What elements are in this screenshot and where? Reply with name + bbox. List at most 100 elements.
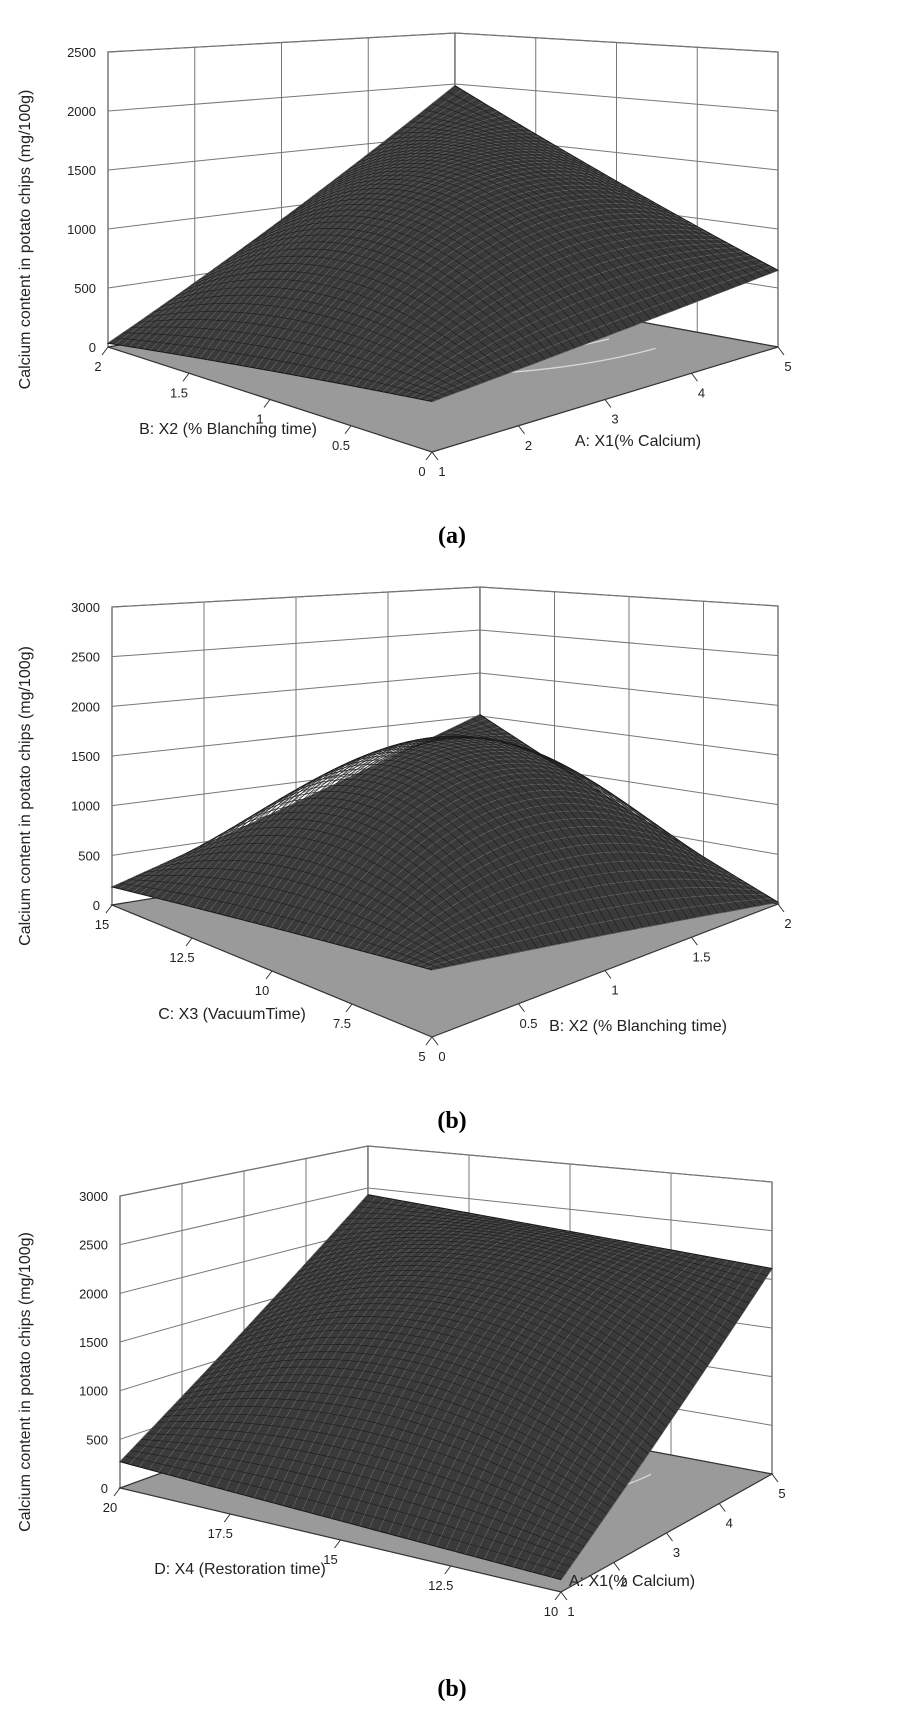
surface-mesh-line xyxy=(308,1244,722,1346)
x-tick-label: 2 xyxy=(784,916,791,931)
x-tick-label: 3 xyxy=(611,412,618,427)
y-tick-label: 1 xyxy=(256,412,263,427)
y-tick-label: 2 xyxy=(94,359,101,374)
x-tick-mark xyxy=(518,1003,525,1013)
surface-mesh-line xyxy=(191,819,508,955)
x-tick-mark xyxy=(604,970,612,979)
y-tick-label: 17.5 xyxy=(208,1526,233,1541)
surface-mesh-line xyxy=(239,779,553,946)
x-tick-mark xyxy=(431,451,439,461)
x-tick-mark xyxy=(777,346,785,356)
surface-mesh-line xyxy=(190,263,515,371)
surface-mesh-line xyxy=(152,1427,589,1541)
surface-mesh-line xyxy=(151,859,470,963)
y-tick-label: 12.5 xyxy=(169,950,194,965)
y-tick-label: 20 xyxy=(103,1500,117,1515)
surface-mesh-line xyxy=(447,91,771,274)
surface-mesh-line xyxy=(251,209,576,349)
surface-mesh-line xyxy=(243,1303,667,1428)
surface-mesh-line xyxy=(326,163,651,320)
surface-mesh-line xyxy=(296,179,621,331)
surface-mesh-line xyxy=(311,170,636,326)
surface-mesh-line xyxy=(223,791,538,949)
wall-gridline-z xyxy=(111,672,779,707)
surface-mesh-line xyxy=(190,1374,621,1495)
surface-mesh-line xyxy=(402,127,726,291)
x-tick-mark xyxy=(771,1473,779,1483)
surface-mesh-line xyxy=(206,1351,635,1475)
x-tick-label: 2 xyxy=(525,438,532,453)
surface-mesh-line xyxy=(266,198,591,343)
surface-mesh-line xyxy=(303,1247,718,1353)
y-tick-label: 0 xyxy=(418,464,425,479)
surface-mesh-line xyxy=(424,109,749,283)
x-tick-label: 1 xyxy=(438,464,445,479)
surface-mesh-line xyxy=(359,735,666,924)
y-tick-label: 12.5 xyxy=(428,1578,453,1593)
x-axis-title: A: X1(% Calcium) xyxy=(569,1573,695,1590)
surface-mesh-line xyxy=(439,97,764,277)
x-tick-label: 5 xyxy=(784,359,791,374)
surface-mesh-line xyxy=(343,736,651,927)
surface-mesh-line xyxy=(254,1291,676,1414)
caption-b: (b) xyxy=(437,1108,467,1134)
z-tick-label: 3000 xyxy=(79,1189,108,1204)
surface-mesh-line xyxy=(319,741,628,931)
y-tick-mark xyxy=(182,372,190,382)
y-axis-title: B: X2 (% Blanching time) xyxy=(139,421,317,438)
x-tick-mark xyxy=(666,1532,673,1542)
surface-mesh-line xyxy=(287,1260,704,1373)
z-tick-label: 2000 xyxy=(79,1286,108,1301)
surface-mesh-line xyxy=(319,1236,731,1332)
surface-mesh-line xyxy=(159,851,478,961)
surface-mesh-line xyxy=(127,879,448,967)
y-tick-mark xyxy=(344,425,352,435)
y-tick-mark xyxy=(444,1565,452,1575)
y-tick-mark xyxy=(345,1003,353,1013)
y-tick-mark xyxy=(113,1487,121,1497)
z-tick-label: 0 xyxy=(89,340,96,355)
surface-mesh-line xyxy=(292,1256,708,1366)
surface-mesh-line xyxy=(163,1413,598,1528)
surface-mesh-line xyxy=(334,159,658,317)
surface-mesh-line xyxy=(227,1322,653,1448)
surface-mesh-line xyxy=(141,1438,580,1554)
surface-mesh-line xyxy=(136,1444,575,1561)
z-tick-label: 1000 xyxy=(71,799,100,814)
surface-mesh-line xyxy=(115,337,440,399)
surface-mesh-line xyxy=(146,1433,585,1548)
surface-mesh-line xyxy=(295,748,606,935)
surface-mesh-line xyxy=(356,149,681,309)
surface-mesh-line xyxy=(346,1218,754,1297)
z-tick-label: 1000 xyxy=(79,1384,108,1399)
x-tick-label: 1 xyxy=(611,983,618,998)
surface-mesh-line xyxy=(123,332,448,397)
x-tick-label: 5 xyxy=(778,1486,785,1501)
wall-gridline-z xyxy=(119,1145,773,1197)
surface-mesh-line xyxy=(205,248,530,366)
x-tick-mark xyxy=(518,425,525,435)
z-tick-label: 2500 xyxy=(67,45,96,60)
y-tick-label: 5 xyxy=(418,1049,425,1064)
surface-mesh-line xyxy=(233,1316,658,1441)
x-tick-mark xyxy=(718,1503,726,1512)
surface-plot-b-svg: 0 500 1000 1500 2000 2500 3000 0 0.5 1 1.5 2 5 7.5 10 1… xyxy=(17,586,792,1064)
surface-mesh-line xyxy=(135,874,455,966)
surface-mesh-line xyxy=(211,1344,640,1468)
y-axis-title: D: X4 (Restoration time) xyxy=(154,1561,326,1578)
surface-mesh-line xyxy=(303,174,628,329)
z-tick-label: 1500 xyxy=(71,749,100,764)
y-tick-mark xyxy=(101,346,109,356)
surface-mesh-line xyxy=(213,241,538,363)
y-tick-mark xyxy=(265,970,273,980)
y-tick-label: 15 xyxy=(323,1552,337,1567)
surface-mesh-line xyxy=(276,1270,695,1387)
y-tick-label: 15 xyxy=(95,917,109,932)
surface-mesh-line xyxy=(175,834,493,958)
z-axis-title: Calcium content in potato chips (mg/100g… xyxy=(17,646,34,946)
surface-mesh-line xyxy=(143,867,463,964)
surface-mesh-line xyxy=(383,735,688,920)
wall-gridline-z xyxy=(119,1187,773,1246)
caption-c: (b) xyxy=(437,1676,467,1702)
z-tick-label: 1500 xyxy=(67,163,96,178)
